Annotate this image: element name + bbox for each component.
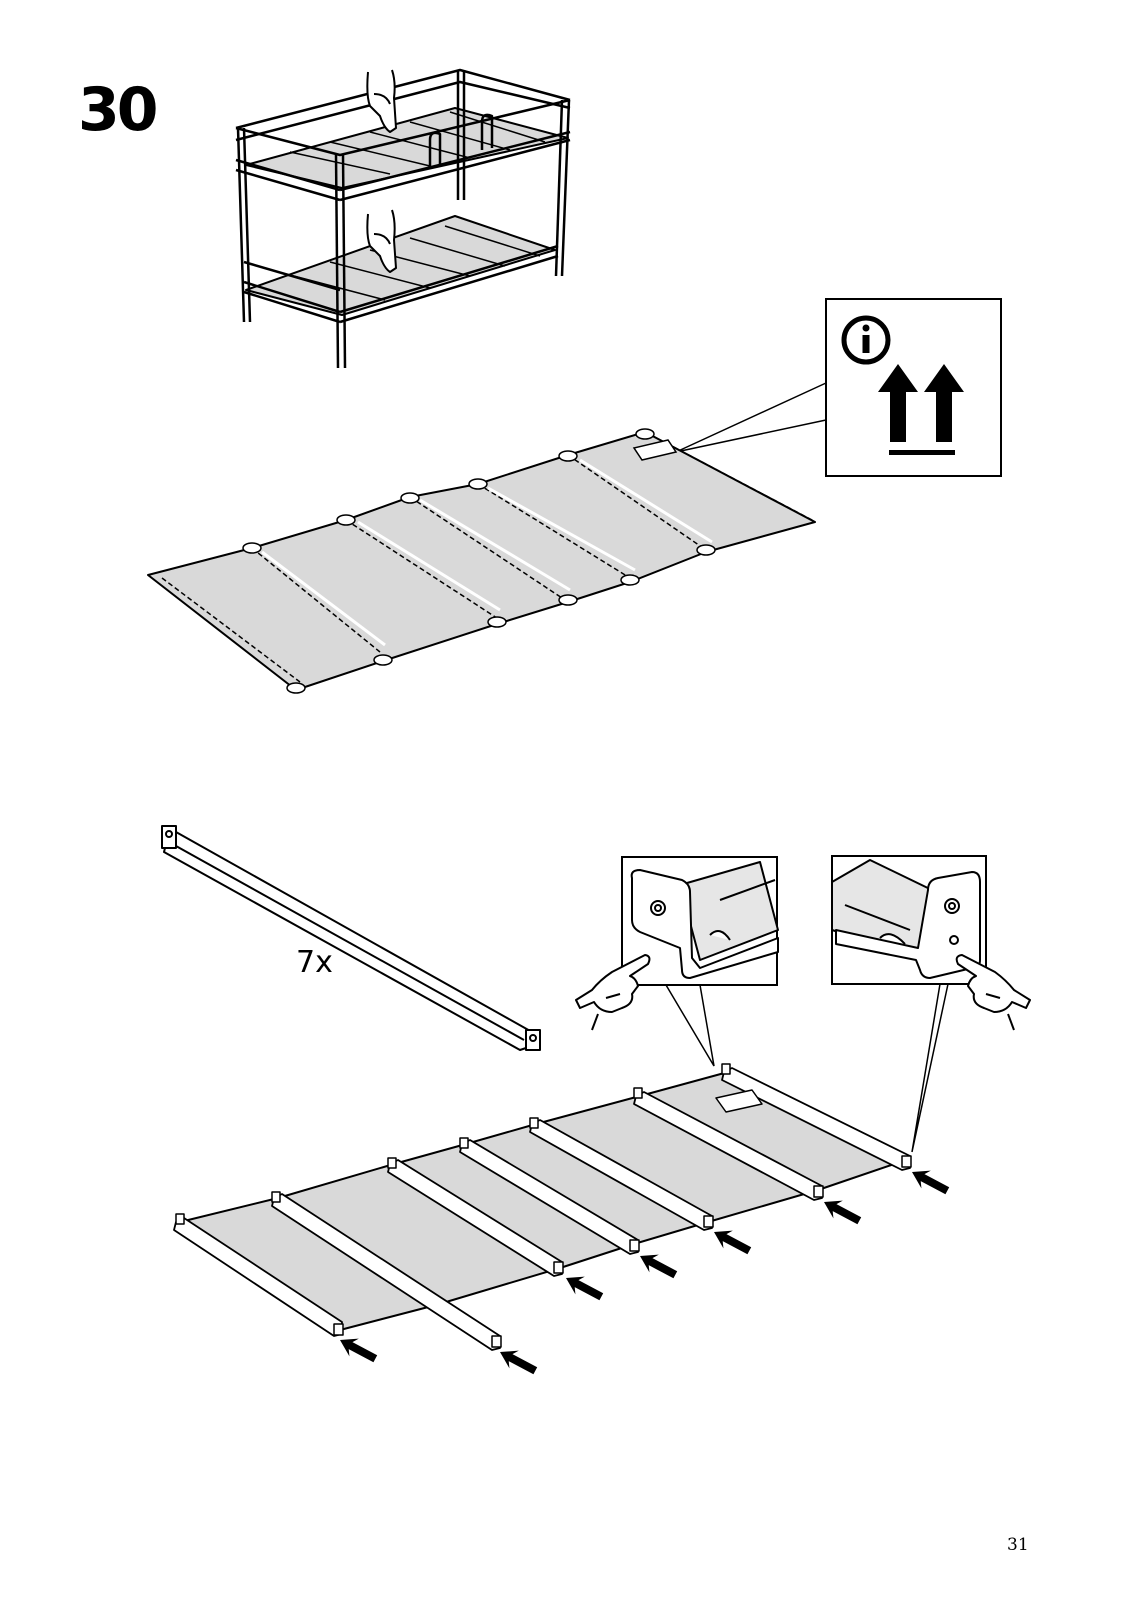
info-circle-icon [841, 315, 891, 365]
slat-rail-part [161, 825, 541, 1051]
detail-callout-right [831, 855, 987, 1153]
quantity-label: 7x [296, 945, 333, 980]
insert-arrow-icon [824, 1200, 862, 1225]
insert-arrow-icon [912, 1170, 950, 1195]
this-way-up-arrows-icon [878, 364, 964, 455]
insert-arrows [340, 1170, 950, 1375]
detail-callout-left [621, 856, 779, 1067]
orientation-callout [675, 298, 1002, 477]
insert-arrow-icon [340, 1338, 378, 1363]
insert-arrow-icon [714, 1230, 752, 1255]
pointing-hand-icon [955, 954, 1031, 1031]
step-number: 30 [78, 75, 158, 145]
insert-arrow-icon [500, 1350, 538, 1375]
insert-arrow-icon [566, 1276, 604, 1301]
pointing-hand-icon [575, 954, 651, 1031]
slat-base-assembled [173, 1063, 912, 1351]
page-number: 31 [1007, 1535, 1029, 1555]
bunk-bed-drawing [235, 68, 571, 369]
slat-fabric-unassembled [147, 428, 816, 694]
insert-arrow-icon [640, 1254, 678, 1279]
